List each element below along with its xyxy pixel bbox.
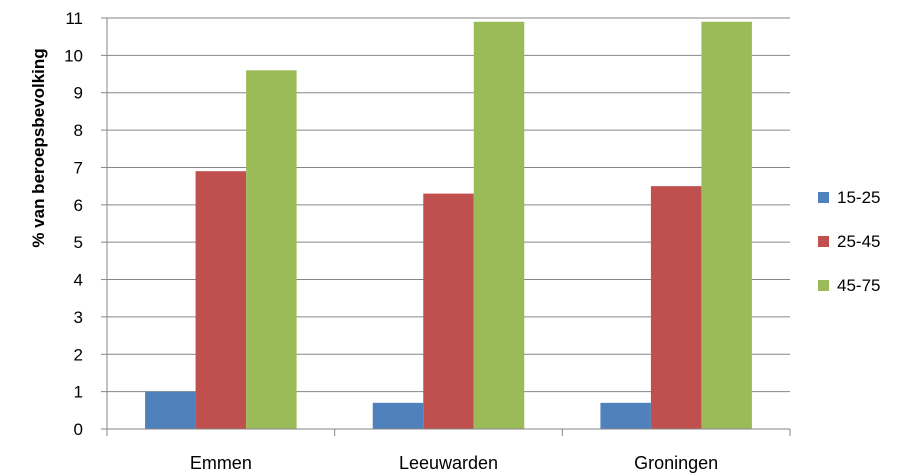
legend-swatch <box>818 280 829 291</box>
bar-emmen-15-25 <box>145 391 196 429</box>
y-tick-label: 0 <box>74 420 83 439</box>
y-tick-label: 5 <box>74 233 83 252</box>
y-tick-label: 2 <box>74 345 83 364</box>
y-tick-label: 8 <box>74 121 83 140</box>
legend-label: 25-45 <box>837 232 880 251</box>
x-category-label: Groningen <box>634 453 718 473</box>
y-tick-label: 3 <box>74 308 83 327</box>
bar-leeuwarden-15-25 <box>372 402 424 429</box>
bar-leeuwarden-25-45 <box>423 193 474 429</box>
bar-emmen-45-75 <box>246 70 297 430</box>
axes <box>106 18 790 430</box>
y-tick-label: 7 <box>74 158 83 177</box>
y-tick-label: 9 <box>74 84 83 103</box>
bar-groningen-45-75 <box>701 21 752 430</box>
y-tick-labels: 0 1 2 3 4 5 6 7 8 9 10 11 <box>64 9 83 439</box>
legend: 15-25 25-45 45-75 <box>818 188 880 295</box>
legend-swatch <box>818 236 829 247</box>
bar-emmen-25-45 <box>195 171 247 429</box>
legend-label: 45-75 <box>837 276 880 295</box>
y-axis-title: % van beroepsbevolking <box>29 48 48 247</box>
y-tick-label: 6 <box>74 196 83 215</box>
x-category-label: Emmen <box>190 453 252 473</box>
x-category-labels: Emmen Leeuwarden Groningen <box>106 429 791 473</box>
x-category-label: Leeuwarden <box>399 453 498 473</box>
bar-groningen-15-25 <box>600 402 651 429</box>
y-tick-label: 1 <box>74 383 83 402</box>
bars <box>145 21 752 430</box>
y-tick-label: 4 <box>74 271 83 290</box>
legend-swatch <box>818 192 829 203</box>
bar-leeuwarden-45-75 <box>473 21 525 430</box>
y-tick-label: 11 <box>65 9 83 28</box>
legend-label: 15-25 <box>837 188 880 207</box>
y-tick-label: 10 <box>64 46 83 65</box>
bar-groningen-25-45 <box>650 186 702 429</box>
